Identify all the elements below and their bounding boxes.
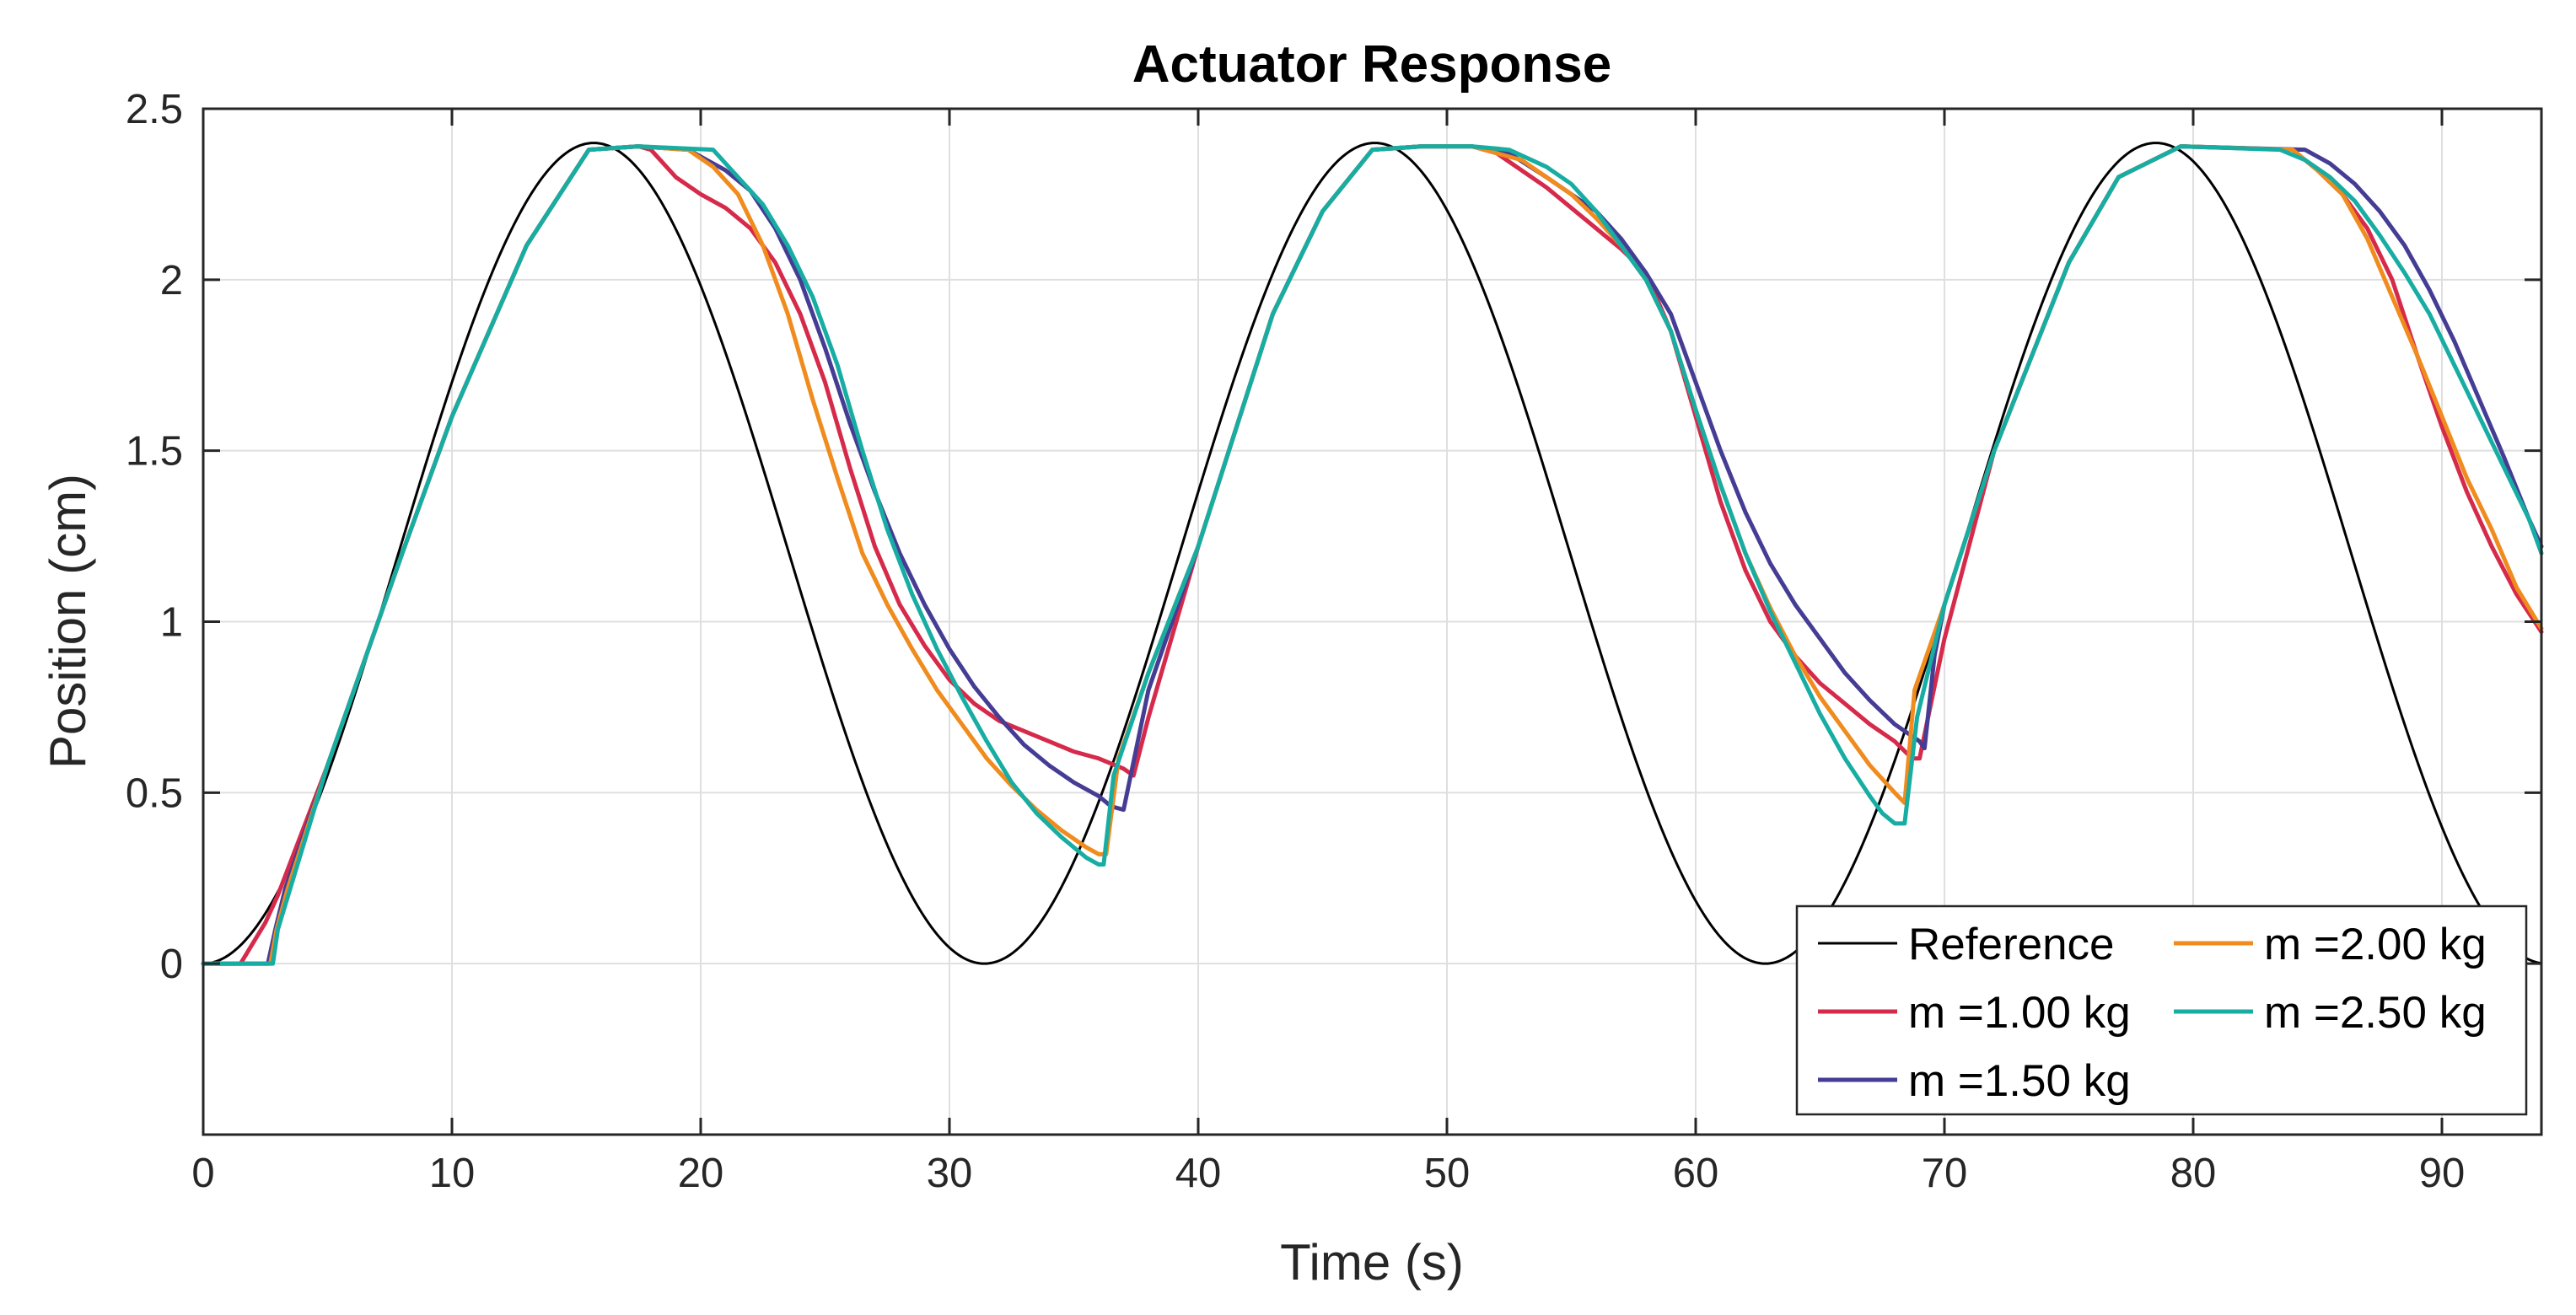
y-tick-label: 0.5 (126, 770, 183, 816)
x-tick-label: 60 (1673, 1151, 1719, 1196)
x-axis-label: Time (s) (1280, 1234, 1464, 1291)
legend-box (1795, 904, 2528, 1116)
x-tick-label: 70 (1922, 1151, 1968, 1196)
x-tick-label: 90 (2419, 1151, 2466, 1196)
legend-label-m25: m =2.50 kg (2264, 988, 2487, 1038)
y-tick-label: 1 (160, 600, 183, 646)
y-axis-label: Position (cm) (40, 474, 96, 769)
legend-label-reference: Reference (1908, 920, 2115, 969)
y-tick-label: 1.5 (126, 429, 183, 475)
x-tick-label: 40 (1175, 1151, 1222, 1196)
legend-label-m2: m =2.00 kg (2264, 920, 2487, 969)
y-tick-label: 2 (160, 258, 183, 303)
x-tick-label: 20 (678, 1151, 724, 1196)
x-tick-label: 80 (2170, 1151, 2217, 1196)
legend-label-m15: m =1.50 kg (1908, 1056, 2131, 1106)
series-line-reference (202, 142, 2542, 965)
series-line-3 (201, 144, 2544, 966)
chart-title: Actuator Response (1132, 35, 1611, 94)
x-tick-label: 30 (927, 1151, 973, 1196)
x-tick-label: 0 (191, 1151, 214, 1196)
y-tick-label: 2.5 (126, 87, 183, 132)
axis-ticks: 0 10 20 30 40 50 60 70 80 90 0 0.5 1 1.5 2 2.5 (126, 87, 2541, 1196)
legend-label-m1: m =1.00 kg (1908, 988, 2131, 1038)
x-tick-label: 50 (1424, 1151, 1471, 1196)
y-tick-label: 0 (160, 942, 183, 987)
x-tick-label: 10 (429, 1151, 476, 1196)
legend: Reference m =1.00 kg m =1.50 kg m =2.00 … (1795, 904, 2528, 1116)
plot-lines (201, 142, 2544, 966)
